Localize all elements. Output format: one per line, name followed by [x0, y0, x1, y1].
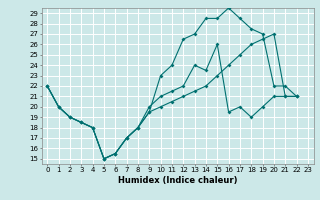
- X-axis label: Humidex (Indice chaleur): Humidex (Indice chaleur): [118, 176, 237, 185]
